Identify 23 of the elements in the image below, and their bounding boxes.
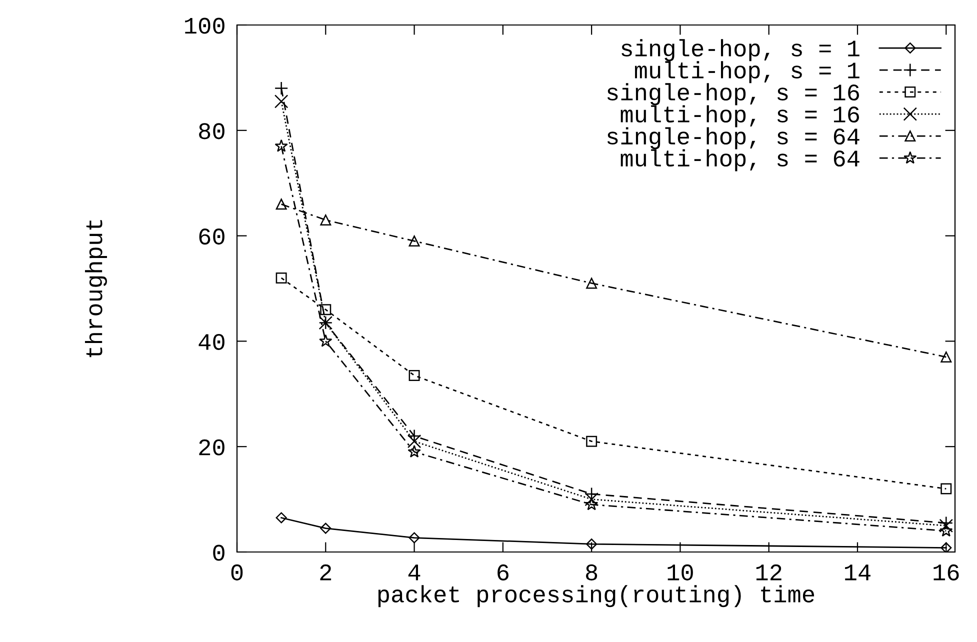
x-tick-label: 0 [231, 564, 243, 580]
y-tick-label: 60 [199, 228, 224, 245]
legend-label: multi-hop, s = 64 [620, 149, 860, 172]
y-tick-label: 20 [199, 439, 224, 456]
x-tick-label: 10 [668, 564, 693, 580]
legend-label: single-hop, s = 1 [622, 39, 860, 62]
legend-label: multi-hop, s = 1 [634, 61, 860, 84]
x-tick-label: 14 [845, 564, 870, 580]
y-tick-label: 0 [213, 544, 224, 561]
legend-label: multi-hop, s = 16 [620, 105, 859, 128]
legend-label: single-hop, s = 64 [607, 127, 860, 150]
y-tick-label: 40 [198, 334, 224, 350]
x-tick-label: 8 [586, 564, 598, 580]
y-tick-label: 100 [185, 18, 224, 34]
x-tick-label: 6 [498, 564, 508, 580]
y-tick-label: 80 [199, 123, 224, 140]
legend-label: single-hop, s = 16 [607, 83, 859, 106]
x-axis-title: packet processing(routing) time [378, 585, 814, 608]
x-tick-label: 4 [408, 564, 420, 580]
x-tick-label: 12 [756, 564, 782, 580]
x-tick-label: 16 [934, 564, 959, 580]
y-axis-title: throughput [84, 220, 107, 358]
x-tick-label: 2 [320, 564, 332, 580]
